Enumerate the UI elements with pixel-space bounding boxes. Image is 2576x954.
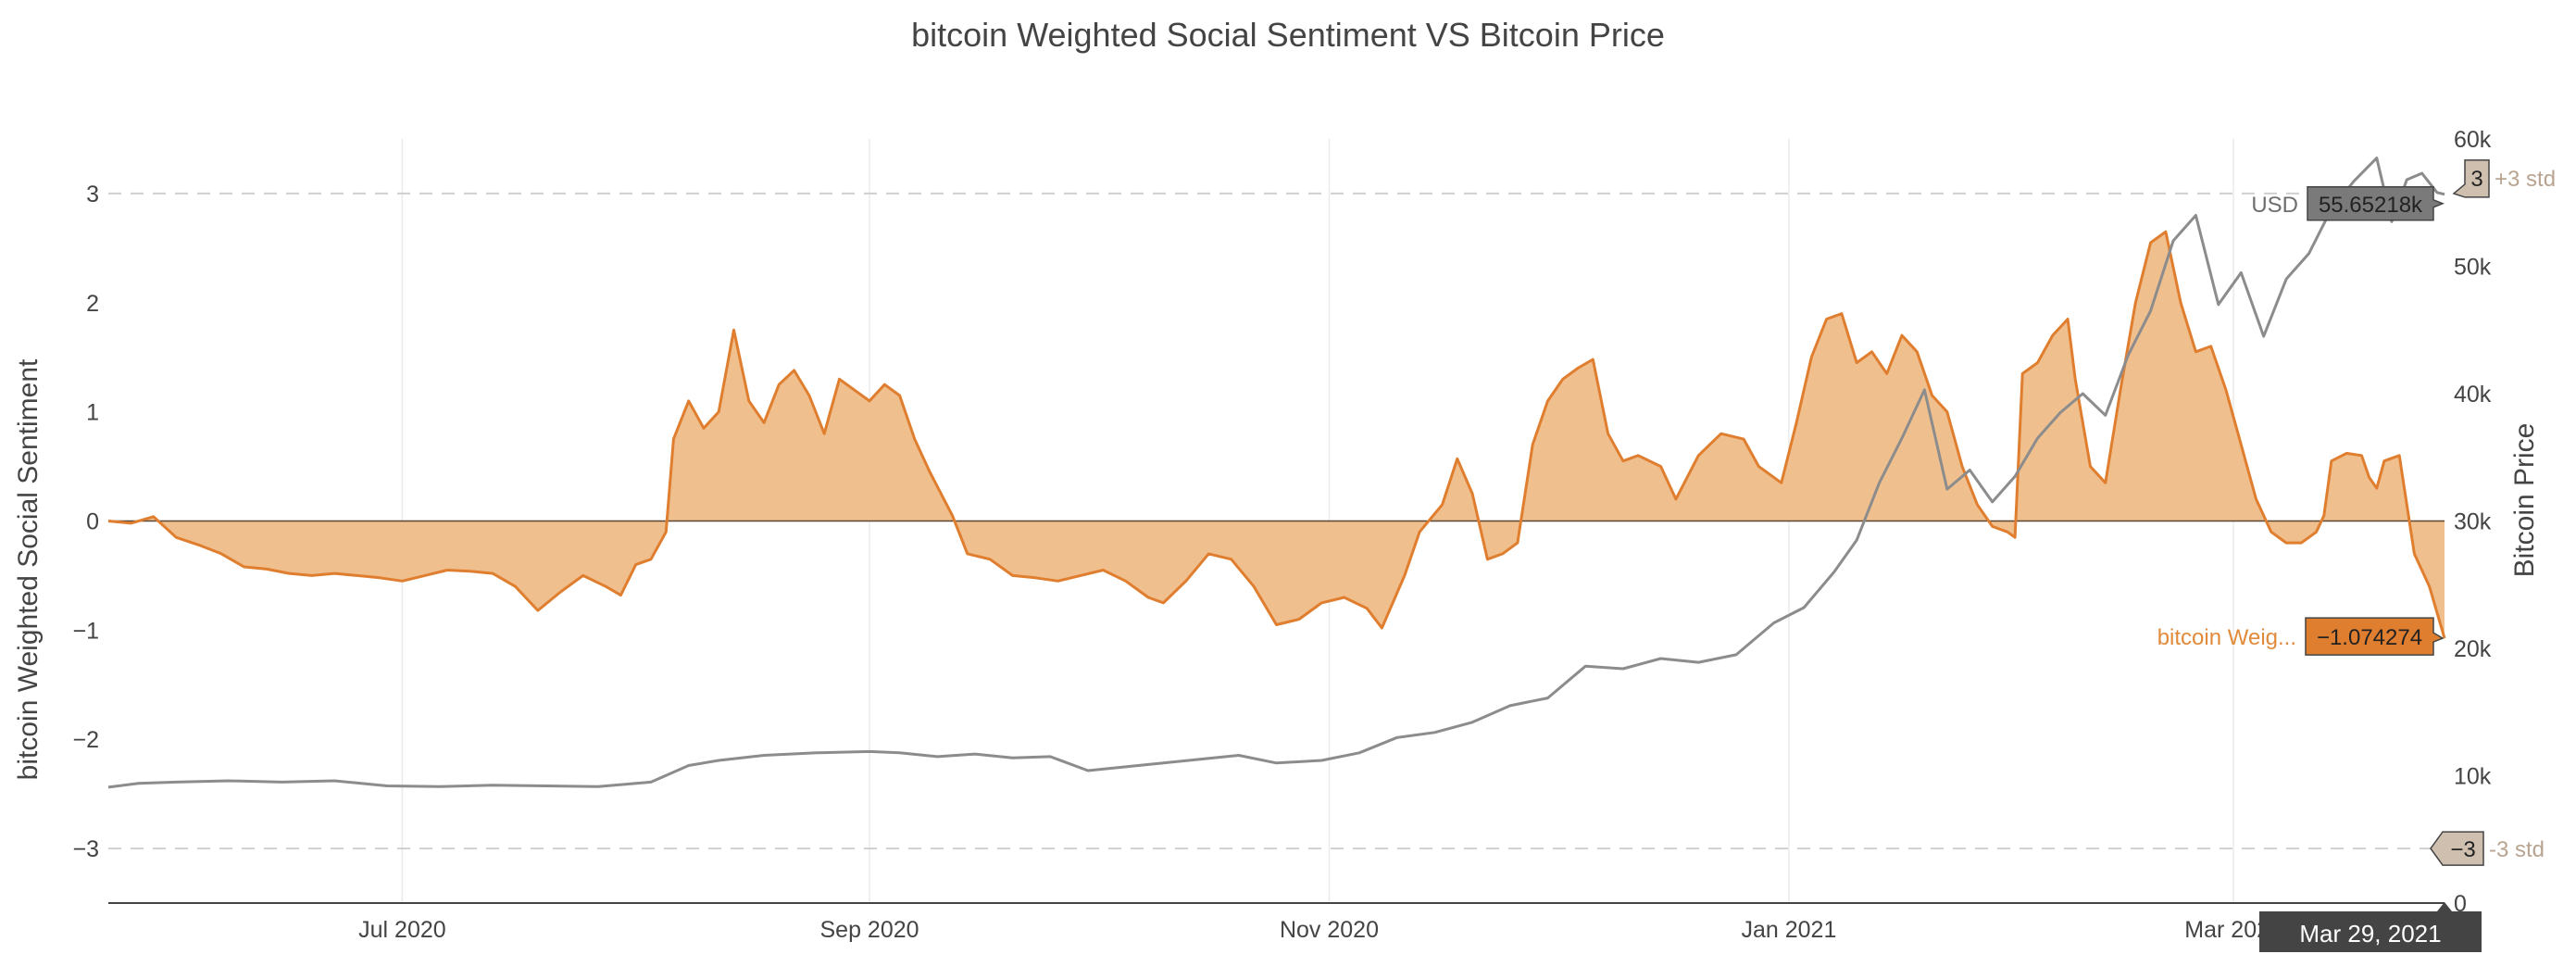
chart-title: bitcoin Weighted Social Sentiment VS Bit… bbox=[911, 16, 1665, 54]
usd-hover-prefix: USD bbox=[2251, 193, 2298, 218]
y2-tick-label: 20k bbox=[2454, 636, 2492, 662]
y2-tick-label: 30k bbox=[2454, 509, 2492, 535]
std-side-label: -3 std bbox=[2489, 837, 2545, 862]
y2-axis-title: Bitcoin Price bbox=[2509, 423, 2540, 578]
y2-tick-label: 50k bbox=[2454, 255, 2492, 281]
price-line bbox=[107, 157, 2445, 789]
y-axis-title: bitcoin Weighted Social Sentiment bbox=[13, 358, 44, 780]
std-marker bbox=[2430, 831, 2484, 866]
date-hover-box bbox=[2259, 911, 2482, 952]
std-marker bbox=[2452, 159, 2490, 198]
y2-tick-label: 40k bbox=[2454, 382, 2492, 408]
x-tick-label: Sep 2020 bbox=[819, 917, 919, 943]
y2-tick-label: 60k bbox=[2454, 127, 2492, 153]
std-lines bbox=[108, 192, 2445, 850]
y2-tick-label: 10k bbox=[2454, 764, 2492, 790]
sentiment-area bbox=[108, 232, 2445, 639]
std-marker-label: 3 bbox=[2470, 167, 2482, 192]
y-tick-label: −2 bbox=[72, 727, 99, 753]
std-side-label: +3 std bbox=[2495, 167, 2556, 192]
sentiment-hover-prefix: bitcoin Weig... bbox=[2157, 625, 2296, 650]
sentiment-hover-value: −1.074274 bbox=[2317, 625, 2422, 650]
y-tick-label: −1 bbox=[72, 618, 99, 644]
usd-hover-box bbox=[2307, 186, 2445, 221]
y-tick-label: 2 bbox=[86, 291, 99, 317]
date-hover-label: Mar 29, 2021 bbox=[2299, 920, 2441, 948]
x-tick-label: Jul 2020 bbox=[358, 917, 446, 943]
y2-tick-label: 0 bbox=[2454, 891, 2467, 917]
sentiment-hover-box bbox=[2305, 617, 2445, 656]
y-tick-label: 1 bbox=[86, 400, 99, 426]
axes: Jul 2020 Sep 2020 Nov 2020 Jan 2021 Mar 2021… bbox=[72, 127, 2491, 943]
plot-area bbox=[107, 157, 2446, 789]
sentiment-line bbox=[107, 230, 2446, 639]
x-tick-label: Nov 2020 bbox=[1280, 917, 1379, 943]
std-marker-label: −3 bbox=[2450, 837, 2475, 862]
y-tick-label: 3 bbox=[86, 182, 99, 207]
y-tick-label: 0 bbox=[86, 509, 99, 535]
x-tick-label: Jan 2021 bbox=[1741, 917, 1836, 943]
hover-labels: 3 +3 std −3 -3 std 55.65218k USD −1.074274 bitc… bbox=[2157, 159, 2556, 952]
date-hover-pointer bbox=[2437, 902, 2452, 911]
y-tick-label: −3 bbox=[72, 836, 99, 862]
usd-hover-value: 55.65218k bbox=[2319, 193, 2423, 218]
